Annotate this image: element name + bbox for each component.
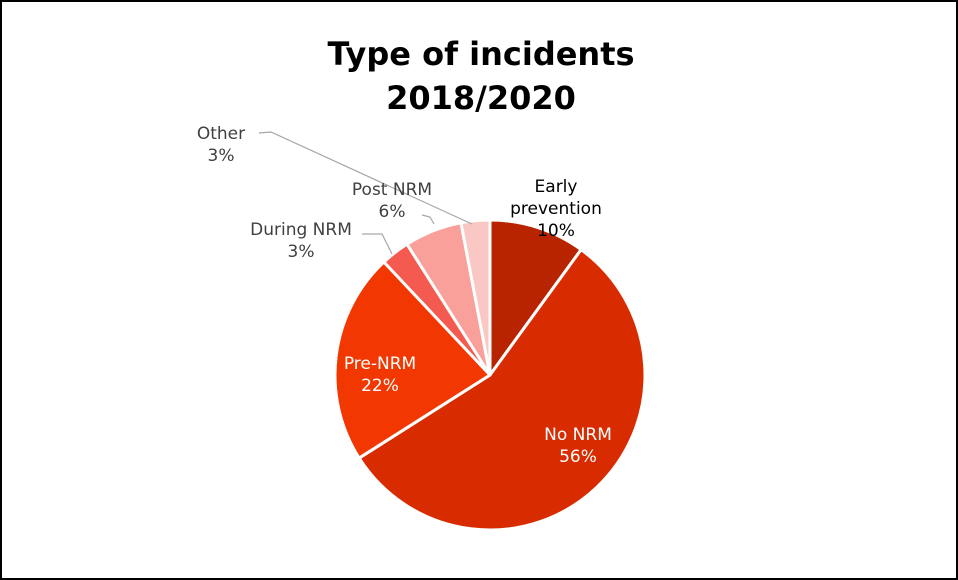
slice-label-no-nrm: No NRM 56% xyxy=(544,425,612,467)
slice-category: Post NRM xyxy=(352,180,432,200)
chart-title-line-2: 2018/2020 xyxy=(386,79,576,117)
pie-slice-other xyxy=(459,218,492,377)
leader-line-other xyxy=(258,131,473,225)
chart-title: Type of incidents 2018/2020 xyxy=(2,32,958,120)
slice-category: No NRM xyxy=(544,425,612,445)
slice-percent: 3% xyxy=(288,242,315,262)
slice-percent: 56% xyxy=(559,447,597,467)
slice-percent: 6% xyxy=(379,202,406,222)
slice-category: Pre-NRM xyxy=(344,354,416,374)
slice-category: Other xyxy=(197,124,245,144)
slice-category: During NRM xyxy=(250,220,352,240)
leader-lines xyxy=(258,131,473,255)
leader-line-during-nrm xyxy=(362,233,393,255)
slice-category: prevention xyxy=(510,199,602,219)
slice-labels: Early prevention 10% No NRM 56% Pre-NRM 22% Dur… xyxy=(197,124,612,467)
pie-slice-pre-nrm xyxy=(333,260,492,460)
slice-label-post-nrm: Post NRM 6% xyxy=(352,180,432,222)
chart-title-line-1: Type of incidents xyxy=(327,35,635,73)
slice-category: Early xyxy=(535,177,578,197)
slice-label-early-prevention: Early prevention 10% xyxy=(510,177,602,241)
slice-percent: 10% xyxy=(537,221,575,241)
slice-percent: 22% xyxy=(361,376,399,396)
slice-percent: 3% xyxy=(208,146,235,166)
slice-label-during-nrm: During NRM 3% xyxy=(250,220,352,262)
slice-label-pre-nrm: Pre-NRM 22% xyxy=(344,354,416,396)
pie-slice-no-nrm xyxy=(357,248,647,532)
pie-slices xyxy=(333,218,647,532)
leader-line-post-nrm xyxy=(421,214,435,225)
pie-slice-early-prevention xyxy=(488,218,583,377)
slice-label-other: Other 3% xyxy=(197,124,245,166)
